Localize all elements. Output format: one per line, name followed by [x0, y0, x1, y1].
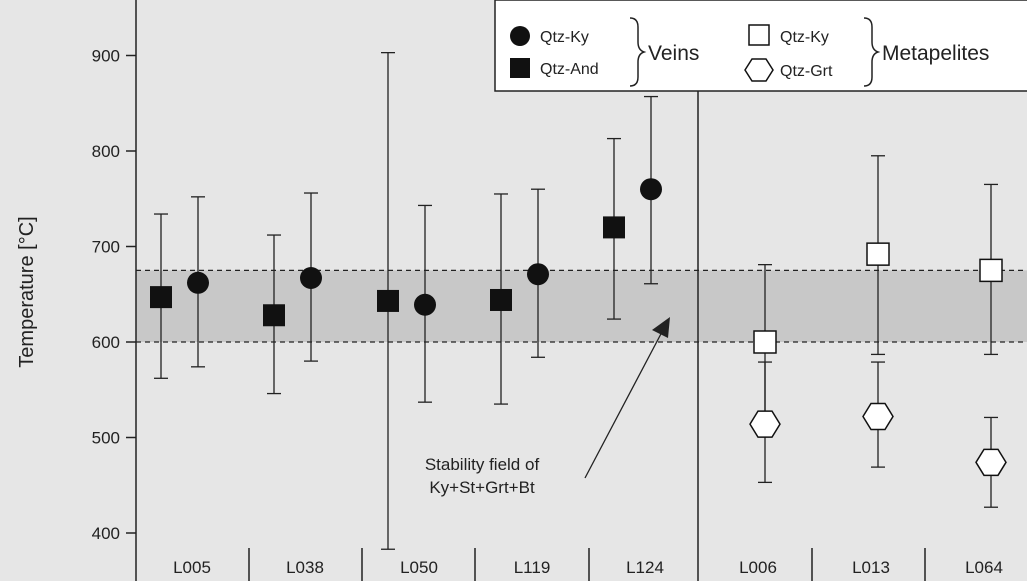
point-filled-circle-l050	[414, 293, 436, 316]
legend-group-metapelites: Metapelites	[882, 42, 989, 65]
legend-group-veins: Veins	[648, 42, 699, 65]
legend-marker-qtz-grt	[744, 58, 774, 82]
point-open-square-l013	[866, 242, 890, 266]
y-tick-label-800: 800	[92, 142, 120, 161]
y-tick-label-500: 500	[92, 429, 120, 448]
stability-label-line1: Stability field of	[425, 455, 540, 474]
point-filled-circle-l038	[300, 267, 322, 290]
legend-label-qtz-ky-veins: Qtz-Ky	[540, 29, 589, 46]
point-filled-square-l050	[377, 289, 399, 312]
point-filled-circle-l005	[187, 271, 209, 294]
marker-layer	[150, 178, 1007, 477]
stability-label-line2: Ky+St+Grt+Bt	[429, 478, 535, 497]
point-open-hexagon-l064	[975, 448, 1007, 477]
category-label-l005: L005	[173, 558, 211, 577]
y-tick-label-600: 600	[92, 333, 120, 352]
legend-marker-qtz-and	[510, 58, 530, 78]
legend-brace-veins	[629, 17, 647, 87]
point-filled-square-l124	[603, 216, 625, 239]
stability-arrow	[584, 329, 664, 479]
legend-label-qtz-grt: Qtz-Grt	[780, 63, 833, 80]
category-label-l013: L013	[852, 558, 890, 577]
annotation-layer: Stability field of Ky+St+Grt+Bt	[425, 317, 670, 497]
error-bar-layer	[154, 51, 998, 550]
legend-label-qtz-and: Qtz-And	[540, 61, 599, 78]
category-label-l064: L064	[965, 558, 1003, 577]
category-label-l119: L119	[514, 558, 551, 577]
category-label-l124: L124	[626, 558, 664, 577]
category-label-l038: L038	[286, 558, 324, 577]
point-filled-circle-l124	[640, 178, 662, 201]
legend: Qtz-Ky Qtz-And Veins Qtz-Ky Qtz-Grt Meta…	[494, 0, 1027, 92]
point-open-hexagon-l006	[749, 410, 781, 438]
point-filled-square-l005	[150, 286, 172, 309]
legend-marker-qtz-ky-metapelites	[748, 24, 770, 46]
point-open-square-l064	[979, 258, 1003, 283]
y-tick-label-900: 900	[92, 47, 120, 66]
y-tick-label-400: 400	[92, 524, 120, 543]
point-filled-square-l038	[263, 304, 285, 327]
legend-brace-metapelites	[863, 17, 881, 87]
category-label-l006: L006	[739, 558, 777, 577]
y-axis-label: Temperature [°C]	[16, 216, 38, 367]
point-filled-circle-l119	[527, 263, 549, 286]
legend-marker-qtz-ky-veins	[510, 26, 530, 46]
axis-layer: 400 500 600 700 800 900 L005 L038 L050 L119 L124 L0…	[92, 0, 1003, 581]
stability-arrow-head	[652, 317, 670, 338]
y-tick-label-700: 700	[92, 238, 120, 257]
category-label-l050: L050	[400, 558, 438, 577]
point-open-square-l006	[753, 330, 777, 354]
point-filled-square-l119	[490, 288, 512, 311]
point-open-hexagon-l013	[862, 402, 894, 431]
legend-label-qtz-ky-metapelites: Qtz-Ky	[780, 29, 829, 46]
